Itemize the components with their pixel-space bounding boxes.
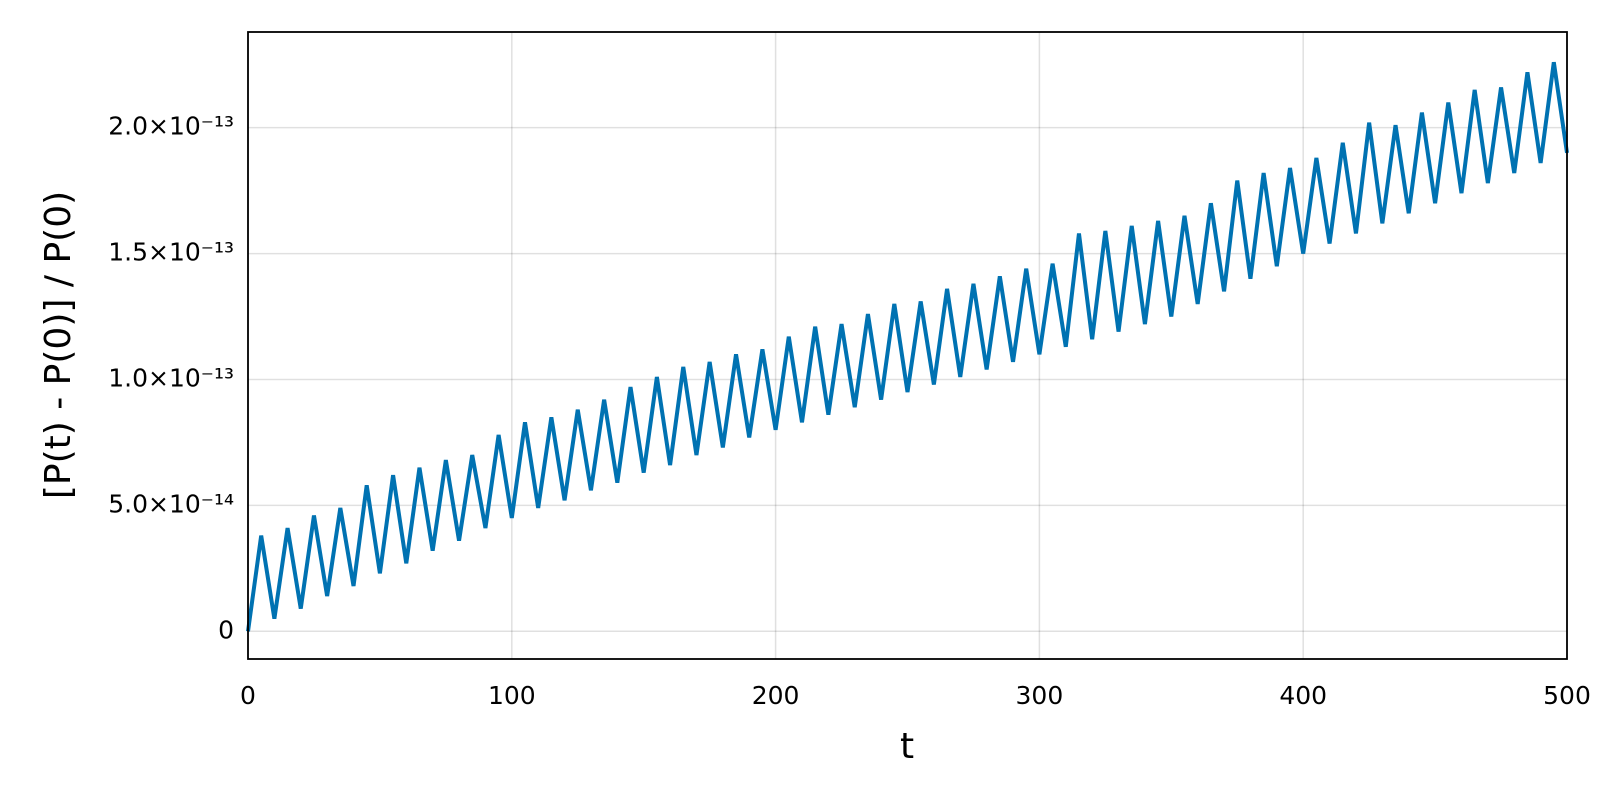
- y-tick-label: 2.0×10⁻¹³: [108, 112, 234, 141]
- tick-labels: 0 100 200 300 400 500 0 5.0×10⁻¹⁴ 1.0×10⁻¹³ 1.5×1…: [108, 112, 1591, 710]
- axes-frame: [247, 31, 1568, 660]
- y-tick-label: 1.0×10⁻¹³: [108, 363, 234, 392]
- x-axis-label: t: [900, 726, 914, 767]
- y-tick-label: 1.5×10⁻¹³: [108, 238, 234, 267]
- y-axis-label: [P(t) - P(0)] / P(0): [38, 191, 79, 499]
- y-tick-label: 5.0×10⁻¹⁴: [108, 489, 234, 518]
- x-tick-label: 200: [752, 681, 800, 710]
- data-line: [246, 61, 1569, 632]
- y-tick-label: 0: [218, 615, 234, 644]
- plot-area: [246, 61, 1569, 632]
- x-tick-label: 400: [1279, 681, 1327, 710]
- x-tick-label: 100: [488, 681, 536, 710]
- x-tick-label: 500: [1543, 681, 1591, 710]
- x-tick-label: 300: [1016, 681, 1064, 710]
- x-tick-label: 0: [240, 681, 256, 710]
